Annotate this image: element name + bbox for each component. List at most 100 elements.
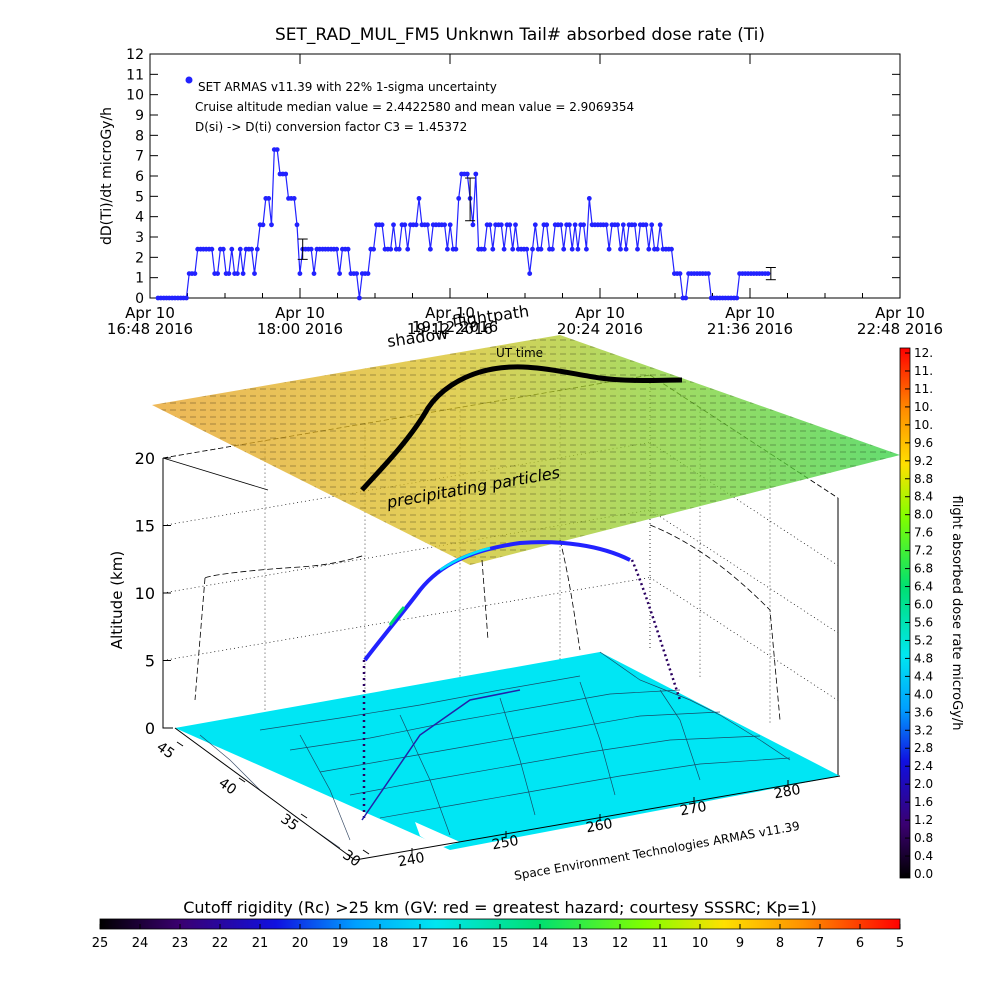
right-grid-line: [649, 442, 839, 566]
dose-tick-label: 11.: [914, 364, 933, 378]
dose-tick-label: 2.4: [914, 759, 933, 773]
dose-point: [654, 246, 660, 252]
dose-point: [413, 222, 419, 228]
dose-point: [249, 246, 255, 252]
dose-point: [209, 246, 215, 252]
dose-point: [235, 271, 240, 276]
dose-point: [544, 222, 550, 228]
dose-point: [354, 271, 359, 276]
lat-tick-label: 30: [339, 847, 363, 870]
left-top-edge: [162, 457, 269, 491]
dose-tick-label: 8.4: [914, 490, 933, 504]
z-tick-label: 0: [145, 719, 155, 738]
dose-point: [603, 222, 609, 228]
dose-point: [487, 222, 493, 228]
dose-point: [240, 271, 246, 276]
z-tick-label: 15: [135, 517, 155, 536]
dose-tick-label: 8.8: [914, 472, 933, 486]
right-grid-line: [649, 577, 839, 701]
dose-point: [623, 246, 629, 252]
dose-point: [447, 222, 453, 228]
dose-point: [215, 271, 221, 276]
dose-point: [575, 246, 581, 252]
dose-point: [527, 271, 533, 276]
dose-point: [291, 196, 297, 201]
rigidity-tick-label: 20: [292, 936, 309, 951]
dose-point: [470, 222, 476, 228]
dose-tick-label: 9.6: [914, 436, 933, 450]
y-tick-label: 2: [135, 250, 144, 266]
rigidity-colorbar: Cutoff rigidity (Rc) >25 km (GV: red = g…: [92, 898, 904, 951]
dose-point: [260, 222, 266, 228]
dose-point: [657, 222, 663, 228]
dose-point: [683, 295, 689, 301]
dose-point: [308, 246, 314, 252]
dose-tick-label: 3.2: [914, 723, 933, 737]
dose-tick-label: 4.4: [914, 669, 933, 683]
dose-colorbar-strip: [899, 347, 911, 879]
dose-tick-label: 3.6: [914, 705, 933, 719]
dose-tick-label: 11.: [914, 382, 933, 396]
dose-point: [334, 246, 340, 252]
dose-point: [269, 222, 274, 228]
lon-axis-line: [354, 775, 841, 861]
rigidity-tick-label: 16: [452, 936, 469, 951]
x-tick-label-time: 22:48 2016: [857, 320, 943, 338]
dose-point: [632, 222, 638, 228]
map-boundary: [259, 675, 581, 731]
dose-tick-label: 9.2: [914, 454, 933, 468]
dose-tick-label: 12.: [914, 346, 933, 360]
x-tick-label-date: Apr 10: [725, 304, 775, 322]
dose-point: [649, 222, 655, 228]
lon-tick-label: 280: [773, 782, 802, 802]
right-grid-line: [649, 509, 839, 634]
legend-conversion: D(si) -> D(ti) conversion factor C3 = 1.…: [195, 120, 467, 134]
lat-tick-label: 35: [277, 811, 301, 834]
dose-point: [229, 246, 235, 252]
lat-tick: [176, 741, 184, 747]
z-tick-label: 10: [135, 584, 155, 603]
lat-axis-line: [174, 727, 356, 861]
dose-rate-time-series: SET_RAD_MUL_FM5 Unknwn Tail# absorbed do…: [99, 25, 943, 338]
dose-tick-label: 0.8: [914, 831, 933, 845]
dose-point: [425, 222, 430, 228]
dose-point: [226, 271, 232, 276]
x-tick-label-date: Apr 10: [275, 304, 325, 322]
dose-point: [501, 246, 507, 252]
lon-tick-label: 250: [491, 833, 520, 853]
rigidity-tick-label: 21: [252, 936, 269, 951]
y-tick-label: 7: [135, 149, 144, 165]
dose-point: [220, 246, 226, 252]
legend-marker: [185, 76, 193, 84]
z-axis-label: Altitude (km): [108, 551, 126, 649]
dose-point: [456, 196, 462, 201]
map-boundary: [499, 697, 536, 816]
y-tick-label: 5: [135, 189, 144, 205]
dose-point: [371, 246, 376, 252]
dose-point: [498, 222, 504, 228]
dose-point: [532, 222, 538, 228]
dose-point: [569, 246, 575, 252]
rigidity-tick-label: 17: [412, 936, 429, 951]
rigidity-tick-label: 14: [532, 936, 549, 951]
y-tick-label: 11: [126, 67, 144, 83]
dose-point: [388, 246, 394, 252]
dose-point: [405, 246, 411, 252]
flight-profile-highlight: [439, 546, 491, 572]
lat-tick: [300, 813, 308, 819]
rigidity-tick-label: 24: [132, 936, 149, 951]
dose-tick-label: 10.: [914, 400, 933, 414]
y-tick-label: 12: [126, 47, 144, 63]
dose-point: [669, 246, 674, 252]
dose-point: [510, 246, 516, 252]
y-tick-label: 4: [135, 210, 144, 226]
shadow-curve-5: [559, 539, 581, 651]
dose-point: [572, 222, 578, 228]
dose-point: [635, 246, 640, 252]
dose-point: [473, 171, 479, 177]
dose-point: [337, 271, 342, 276]
dose-point: [252, 271, 257, 276]
dose-point: [558, 222, 564, 228]
rigidity-tick-label: 19: [332, 936, 349, 951]
rigidity-tick-label: 8: [776, 936, 784, 951]
